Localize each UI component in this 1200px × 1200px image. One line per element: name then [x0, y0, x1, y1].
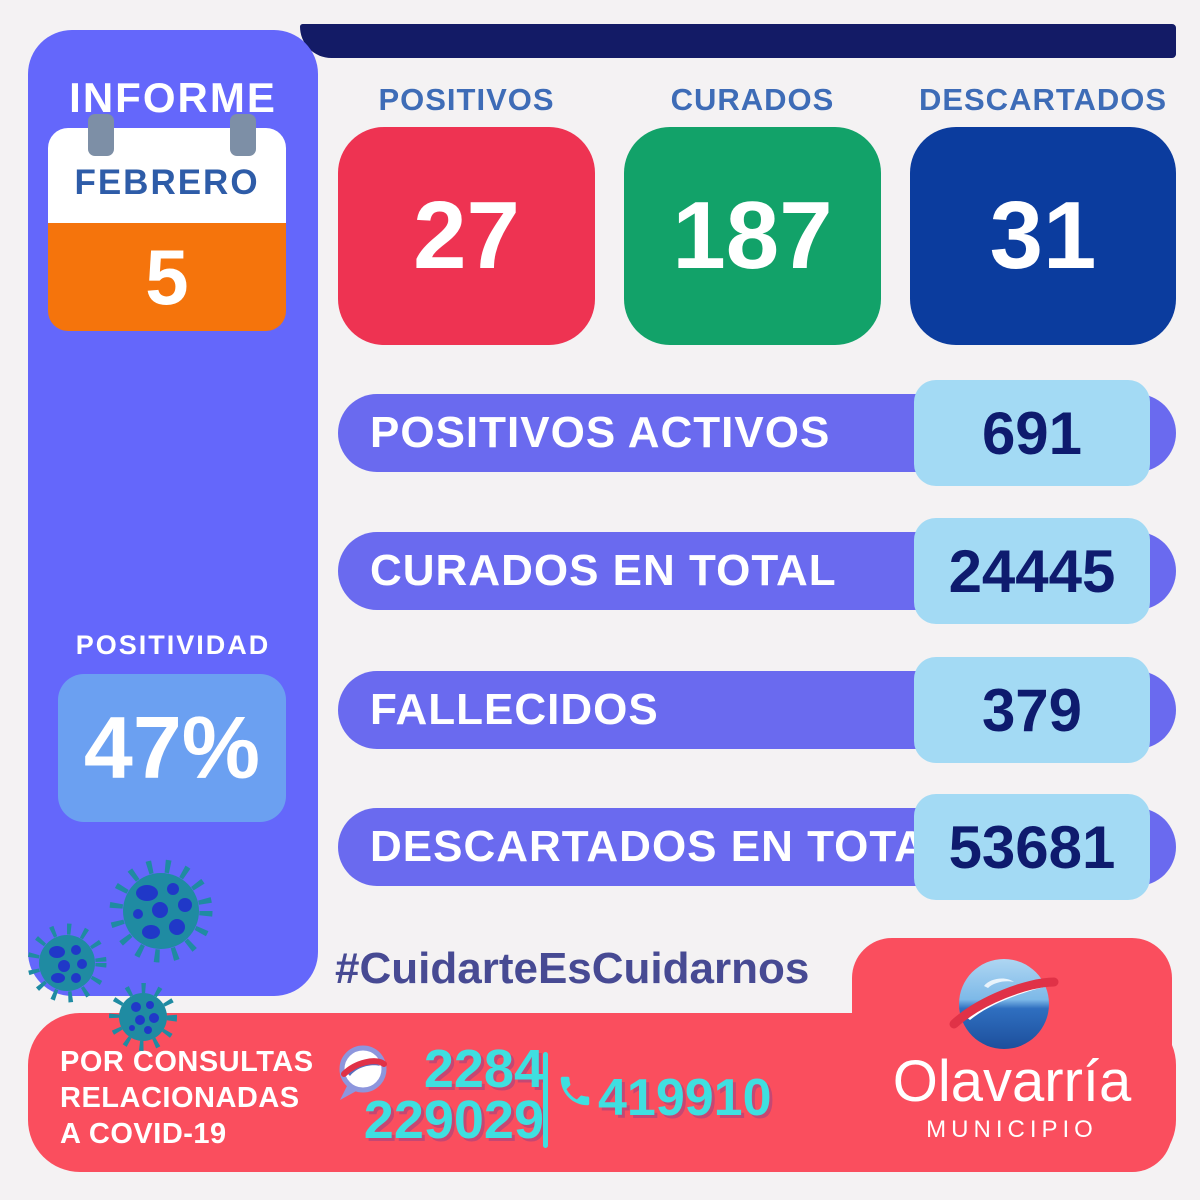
chat-bubble-icon — [334, 1044, 390, 1104]
stat-row-fallecidos: FALLECIDOS 379 — [338, 657, 1176, 763]
card-label-curados: CURADOS — [670, 82, 835, 117]
calendar-day: 5 — [145, 233, 189, 321]
calendar-month: FEBRERO — [74, 162, 260, 202]
card-curados: 187 — [624, 127, 881, 345]
virus-decoration — [0, 840, 260, 1070]
footer-note: POR CONSULTAS RELACIONADAS A COVID-19 — [60, 1044, 314, 1152]
card-positivos: 27 — [338, 127, 595, 345]
card-label-descartados: DESCARTADOS — [918, 82, 1168, 117]
footer-divider — [543, 1052, 548, 1148]
stat-value-box: 53681 — [914, 794, 1150, 900]
footer-note-line: POR CONSULTAS — [60, 1046, 314, 1078]
stat-value: 691 — [981, 399, 1083, 467]
stat-label: DESCARTADOS EN TOTAL — [370, 822, 955, 871]
calendar-month-panel: FEBRERO — [48, 128, 286, 223]
card-descartados: 31 — [910, 127, 1176, 345]
stat-value: 53681 — [948, 813, 1116, 881]
card-positivos-value: 27 — [413, 182, 520, 289]
stat-value-box: 379 — [914, 657, 1150, 763]
virus-icon — [109, 983, 177, 1051]
whatsapp-number: 2284 229029 — [330, 1039, 544, 1150]
positivity-value: 47% — [83, 698, 261, 797]
logo-subtitle: MUNICIPIO — [926, 1116, 1098, 1143]
virus-icon — [27, 923, 107, 1003]
card-descartados-value: 31 — [989, 182, 1097, 289]
stat-label: CURADOS EN TOTAL — [370, 546, 837, 595]
stat-label: FALLECIDOS — [370, 685, 659, 734]
stat-value: 24445 — [948, 537, 1116, 605]
stat-row-curados-total: CURADOS EN TOTAL 24445 — [338, 518, 1176, 624]
whatsapp-number-line1: 2284 — [423, 1039, 544, 1099]
calendar-ring-left — [88, 114, 114, 156]
stat-value: 379 — [981, 676, 1083, 744]
olavarria-globe-icon — [948, 952, 1060, 1060]
virus-icon — [109, 859, 213, 963]
stat-row-positivos-activos: POSITIVOS ACTIVOS 691 — [338, 380, 1176, 486]
stat-value-box: 24445 — [914, 518, 1150, 624]
report-sidebar: INFORME FEBRERO 5 POSITIVIDAD 47% — [28, 30, 318, 996]
whatsapp-number-line2: 229029 — [363, 1090, 544, 1150]
logo-name: Olavarría — [892, 1049, 1132, 1114]
positivity-box: 47% — [58, 674, 286, 822]
hashtag-text: #CuidarteEsCuidarnos — [335, 944, 810, 993]
stat-value-box: 691 — [914, 380, 1150, 486]
footer-note-line: A COVID-19 — [60, 1118, 227, 1150]
card-curados-value: 187 — [672, 182, 833, 289]
top-navy-strip — [300, 24, 1176, 58]
phone-number: 419910 — [598, 1069, 772, 1127]
report-title: INFORME — [69, 74, 277, 121]
phone-icon — [556, 1072, 594, 1110]
card-label-positivos: POSITIVOS — [378, 82, 555, 117]
stat-row-descartados-total: DESCARTADOS EN TOTAL 53681 — [338, 794, 1176, 900]
footer-note-line: RELACIONADAS — [60, 1082, 300, 1114]
calendar-ring-right — [230, 114, 256, 156]
positivity-label: POSITIVIDAD — [75, 630, 271, 660]
calendar-day-panel: 5 — [48, 223, 286, 331]
stat-label: POSITIVOS ACTIVOS — [370, 408, 831, 457]
